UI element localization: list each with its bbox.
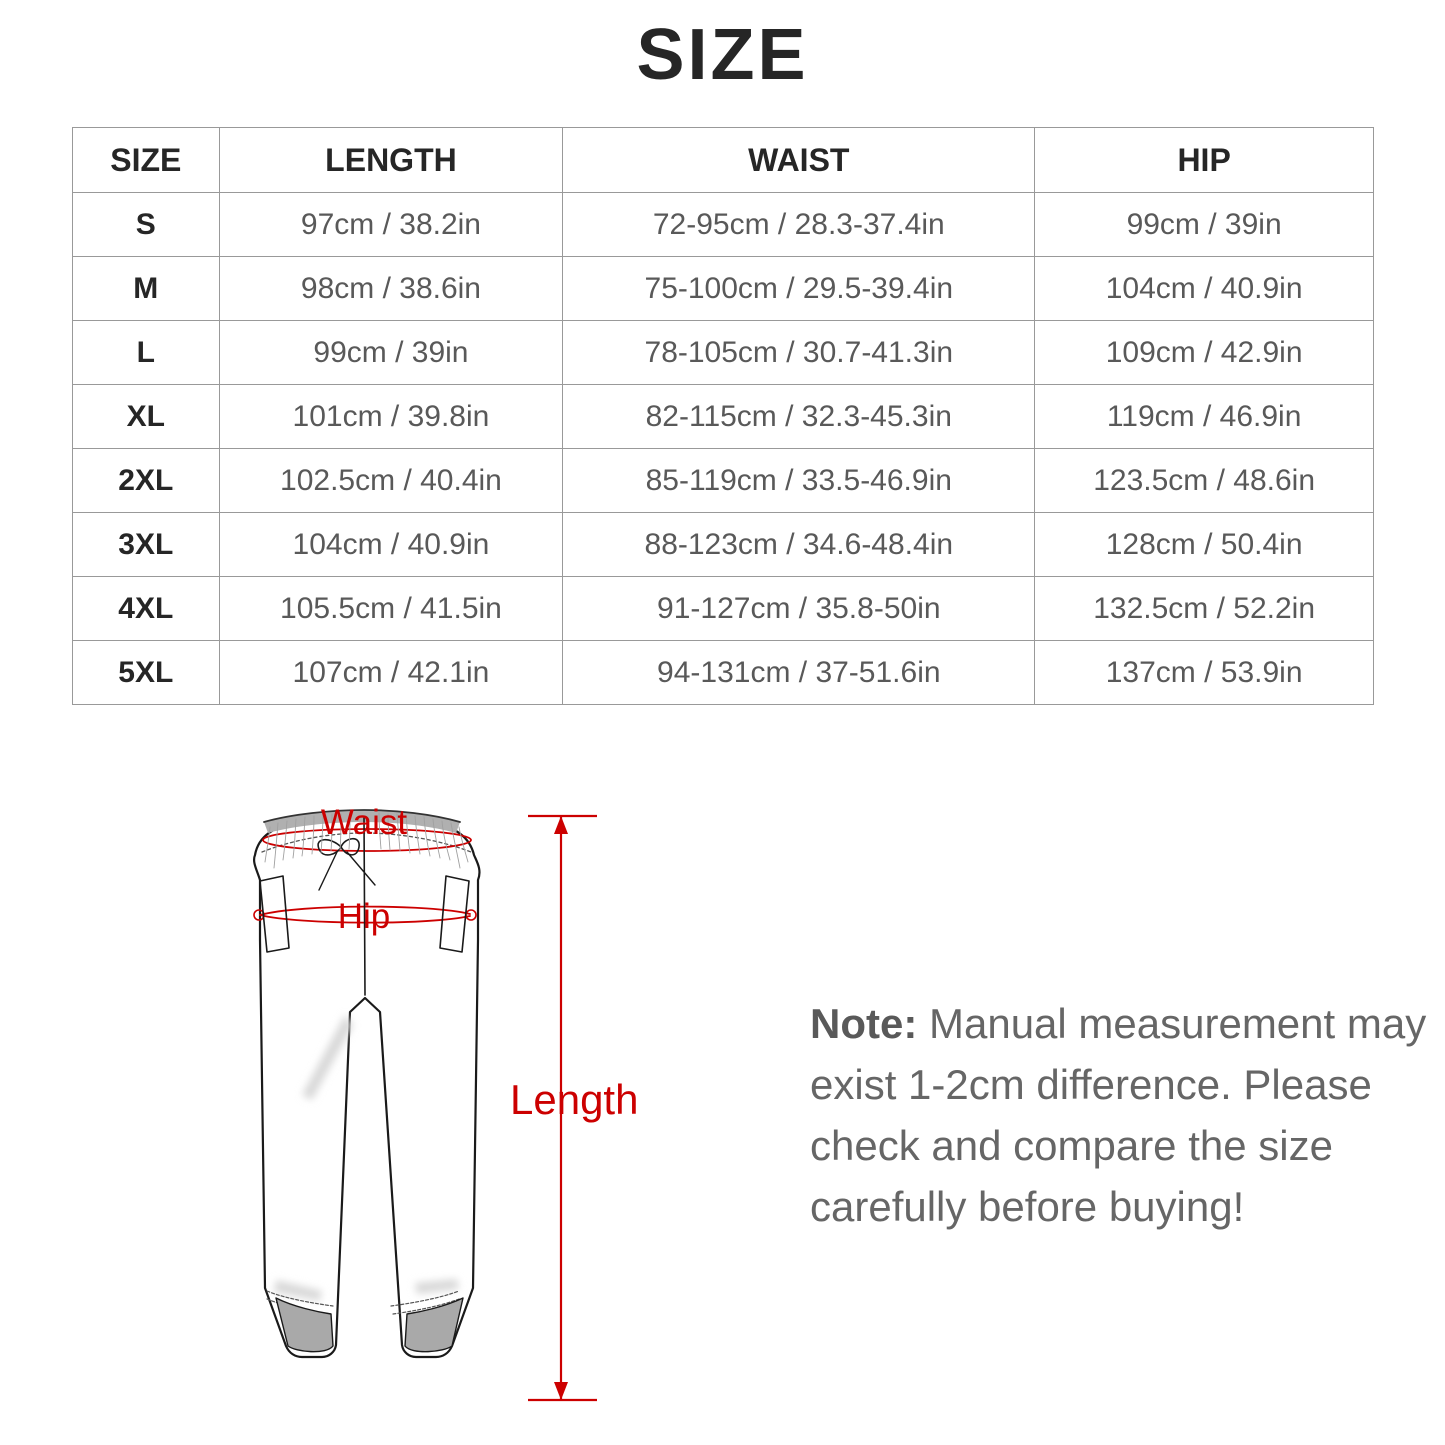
svg-text:Hip: Hip: [338, 897, 391, 936]
svg-text:Length: Length: [510, 1076, 638, 1123]
svg-text:Waist: Waist: [321, 803, 407, 842]
